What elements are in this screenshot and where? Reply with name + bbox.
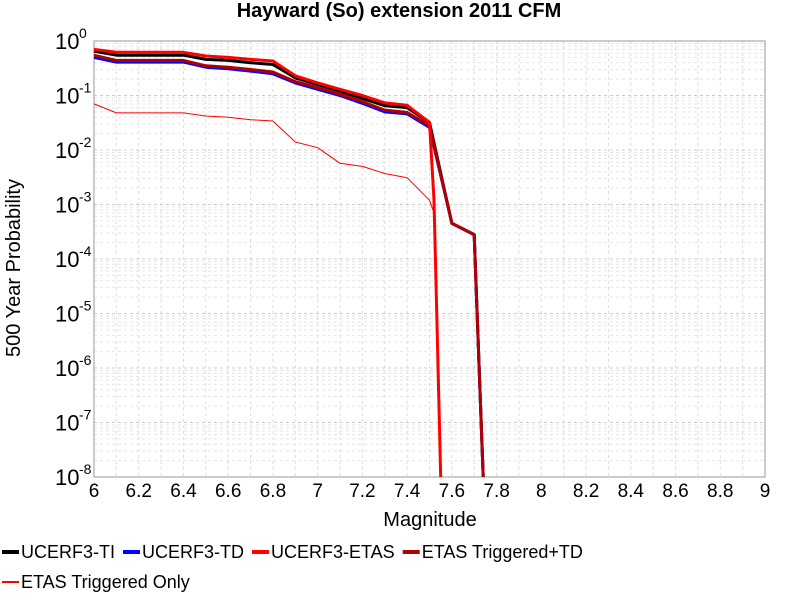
y-tick-exponent: -7 (79, 407, 92, 423)
grid-lines (93, 40, 766, 478)
y-tick-exponent: -4 (79, 243, 92, 259)
legend-label: UCERF3-TD (142, 542, 244, 562)
x-tick-label: 6.8 (260, 481, 286, 502)
y-tick-exponent: -3 (79, 189, 92, 205)
x-tick-label: 9 (760, 481, 771, 502)
legend-item: UCERF3-TI (2, 542, 115, 562)
legend-label: UCERF3-TI (21, 542, 115, 562)
x-tick-label: 7.2 (349, 481, 375, 502)
y-tick-label: 10 -2 (55, 134, 92, 163)
y-tick-base: 10 (55, 29, 79, 54)
y-tick-base: 10 (55, 84, 79, 109)
y-tick-label: 10 -8 (55, 461, 92, 490)
x-tick-label: 7.4 (394, 481, 421, 502)
series-line-2 (93, 47, 443, 478)
legend-item: ETAS Triggered Only (2, 572, 190, 592)
x-tick-label: 7.6 (439, 481, 465, 502)
y-tick-label: 10 -5 (55, 298, 92, 327)
x-tick-label: 8.8 (707, 481, 733, 502)
x-tick-label: 7.8 (483, 481, 509, 502)
y-tick-exponent: -8 (79, 461, 92, 477)
x-tick-label: 8.6 (662, 481, 688, 502)
y-tick-base: 10 (55, 356, 79, 381)
y-tick-base: 10 (55, 138, 79, 163)
y-tick-label: 10 -4 (55, 243, 92, 272)
legend-item: ETAS Triggered+TD (402, 542, 583, 562)
legend-label: ETAS Triggered Only (21, 572, 190, 592)
y-tick-exponent: -1 (79, 80, 92, 96)
y-tick-label: 10 0 (55, 25, 87, 54)
y-tick-exponent: -5 (79, 298, 92, 314)
y-tick-base: 10 (55, 411, 79, 436)
y-axis-label: 500 Year Probability (3, 179, 25, 357)
x-axis-label: Magnitude (383, 509, 476, 531)
legend-item: UCERF3-ETAS (252, 542, 395, 562)
x-tick-label: 6 (89, 481, 100, 502)
x-tick-label: 8.4 (618, 481, 645, 502)
series-line-4 (93, 103, 442, 478)
y-tick-base: 10 (55, 247, 79, 272)
legend-label: UCERF3-ETAS (271, 542, 395, 562)
x-tick-label: 6.4 (170, 481, 197, 502)
legend-item: UCERF3-TD (123, 542, 244, 562)
x-tick-label: 8.2 (573, 481, 599, 502)
y-tick-exponent: -6 (79, 352, 92, 368)
x-tick-label: 7 (312, 481, 323, 502)
chart-title: Hayward (So) extension 2011 CFM (237, 0, 562, 22)
y-tick-label: 10 -7 (55, 407, 92, 436)
y-tick-base: 10 (55, 465, 79, 490)
y-tick-exponent: 0 (79, 25, 87, 41)
y-tick-base: 10 (55, 193, 79, 218)
series-layer (93, 47, 485, 478)
x-tick-labels: 6 6.2 6.4 6.6 6.8 7 7.2 7.4 7.6 7.8 8 8.2 8.4 8.6 8.8 9 (89, 481, 771, 502)
y-tick-label: 10 -1 (55, 80, 92, 109)
plot-frame (93, 40, 766, 478)
legend: UCERF3-TI UCERF3-TD UCERF3-ETAS ETAS Trigge… (2, 542, 583, 592)
x-tick-label: 6.2 (126, 481, 152, 502)
y-tick-base: 10 (55, 302, 79, 327)
y-tick-exponent: -2 (79, 134, 92, 150)
x-tick-label: 8 (536, 481, 547, 502)
legend-label: ETAS Triggered+TD (422, 542, 583, 562)
x-tick-label: 6.6 (215, 481, 241, 502)
y-tick-label: 10 -3 (55, 189, 92, 218)
y-tick-label: 10 -6 (55, 352, 92, 381)
